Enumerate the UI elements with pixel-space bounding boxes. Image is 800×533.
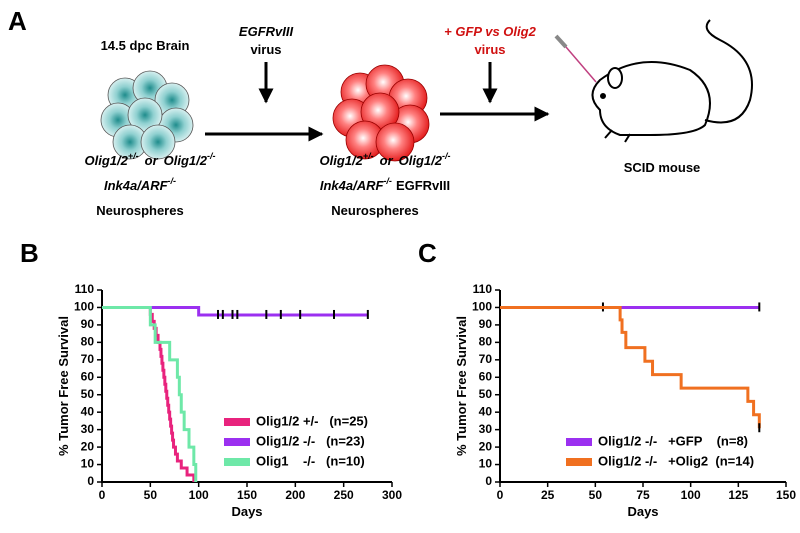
y-tick-label: 80 bbox=[479, 335, 493, 349]
gene: Olig1/2 bbox=[164, 153, 208, 168]
y-tick-label: 0 bbox=[87, 474, 94, 488]
survival-curve bbox=[102, 305, 196, 482]
x-tick-label: 100 bbox=[189, 488, 209, 502]
y-tick-label: 40 bbox=[81, 404, 95, 418]
panel-label: A bbox=[8, 6, 27, 36]
cells-label: Neurospheres bbox=[96, 203, 183, 218]
genotype: Olig1/2+/- or Olig1/2-/- bbox=[320, 151, 451, 168]
x-tick-label: 50 bbox=[589, 488, 603, 502]
sup: -/- bbox=[207, 151, 216, 161]
x-tick-label: 250 bbox=[334, 488, 354, 502]
y-tick-label: 50 bbox=[479, 387, 493, 401]
legend-label: Olig1/2 -/- (n=23) bbox=[256, 433, 365, 448]
virus-word: virus bbox=[250, 42, 281, 57]
legend-label: Olig1 -/- (n=10) bbox=[256, 453, 365, 468]
sup: -/- bbox=[383, 176, 392, 186]
or: or bbox=[145, 153, 159, 168]
legend-label: Olig1/2 +/- (n=25) bbox=[256, 413, 368, 428]
y-tick-label: 60 bbox=[81, 369, 95, 383]
x-axis-label: Days bbox=[627, 504, 658, 519]
gene: Olig1/2 bbox=[85, 153, 129, 168]
y-tick-label: 10 bbox=[81, 457, 95, 471]
virus-agent: EGFRvIII bbox=[239, 24, 294, 39]
or: or bbox=[380, 153, 394, 168]
virus-word: virus bbox=[474, 42, 505, 57]
y-tick-label: 20 bbox=[479, 439, 493, 453]
legend-swatch bbox=[224, 418, 250, 426]
gene: Olig1/2 bbox=[399, 153, 443, 168]
legend-swatch bbox=[566, 458, 592, 466]
axes bbox=[101, 290, 392, 483]
target-label: SCID mouse bbox=[624, 160, 701, 175]
x-tick-label: 100 bbox=[681, 488, 701, 502]
x-tick-label: 75 bbox=[636, 488, 650, 502]
legend-label: Olig1/2 -/- +Olig2 (n=14) bbox=[598, 453, 754, 468]
sup: -/- bbox=[442, 151, 451, 161]
y-tick-label: 100 bbox=[74, 300, 94, 314]
sup: +/- bbox=[363, 151, 374, 161]
y-axis-label: % Tumor Free Survival bbox=[56, 316, 71, 456]
x-tick-label: 50 bbox=[144, 488, 158, 502]
y-tick-label: 50 bbox=[81, 387, 95, 401]
y-axis-label: % Tumor Free Survival bbox=[454, 316, 469, 456]
y-tick-label: 10 bbox=[479, 457, 493, 471]
legend-label: Olig1/2 -/- +GFP (n=8) bbox=[598, 433, 748, 448]
x-tick-label: 300 bbox=[382, 488, 402, 502]
y-tick-label: 110 bbox=[75, 282, 95, 296]
vector: EGFRvIII bbox=[396, 178, 450, 193]
x-tick-label: 150 bbox=[776, 488, 796, 502]
red-cluster bbox=[332, 64, 430, 162]
y-tick-label: 40 bbox=[479, 404, 493, 418]
survival-curve bbox=[500, 305, 761, 429]
sup: -/- bbox=[168, 176, 177, 186]
cells-label: Neurospheres bbox=[331, 203, 418, 218]
gene: Ink4a/ARF bbox=[320, 178, 385, 193]
legend-swatch bbox=[224, 438, 250, 446]
y-tick-label: 30 bbox=[479, 422, 493, 436]
genotype: Ink4a/ARF-/- bbox=[104, 176, 176, 193]
x-tick-label: 200 bbox=[285, 488, 305, 502]
y-tick-label: 110 bbox=[473, 282, 493, 296]
panel-label: B bbox=[20, 238, 39, 268]
axes bbox=[499, 290, 786, 483]
sup: +/- bbox=[128, 151, 139, 161]
genotype: Olig1/2+/- or Olig1/2-/- bbox=[85, 151, 216, 168]
y-tick-label: 20 bbox=[81, 439, 95, 453]
x-tick-label: 0 bbox=[497, 488, 504, 502]
panel-a: A 14.5 dpc Brain EGFRvIII virus + GFP vs… bbox=[8, 6, 753, 218]
y-tick-label: 0 bbox=[485, 474, 492, 488]
legend-swatch bbox=[566, 438, 592, 446]
gene: Olig1/2 bbox=[320, 153, 364, 168]
mouse bbox=[554, 19, 753, 143]
x-tick-label: 25 bbox=[541, 488, 555, 502]
y-tick-label: 70 bbox=[81, 352, 95, 366]
x-axis-label: Days bbox=[231, 504, 262, 519]
y-tick-label: 60 bbox=[479, 369, 493, 383]
y-tick-label: 90 bbox=[81, 317, 95, 331]
gene: Ink4a/ARF bbox=[104, 178, 169, 193]
legend-swatch bbox=[224, 458, 250, 466]
panel-label: C bbox=[418, 238, 437, 268]
source-label: 14.5 dpc Brain bbox=[101, 38, 190, 53]
y-tick-label: 100 bbox=[472, 300, 492, 314]
y-tick-label: 80 bbox=[81, 335, 95, 349]
y-tick-label: 90 bbox=[479, 317, 493, 331]
y-tick-label: 30 bbox=[81, 422, 95, 436]
x-tick-label: 125 bbox=[728, 488, 748, 502]
virus-agent: + GFP vs Olig2 bbox=[444, 24, 536, 39]
x-tick-label: 0 bbox=[99, 488, 106, 502]
y-tick-label: 70 bbox=[479, 352, 493, 366]
genotype: Ink4a/ARF-/- EGFRvIII bbox=[320, 176, 450, 193]
x-tick-label: 150 bbox=[237, 488, 257, 502]
survival-curve bbox=[102, 305, 198, 482]
teal-cluster bbox=[100, 70, 194, 160]
